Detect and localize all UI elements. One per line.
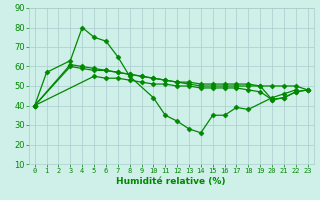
X-axis label: Humidité relative (%): Humidité relative (%)	[116, 177, 226, 186]
